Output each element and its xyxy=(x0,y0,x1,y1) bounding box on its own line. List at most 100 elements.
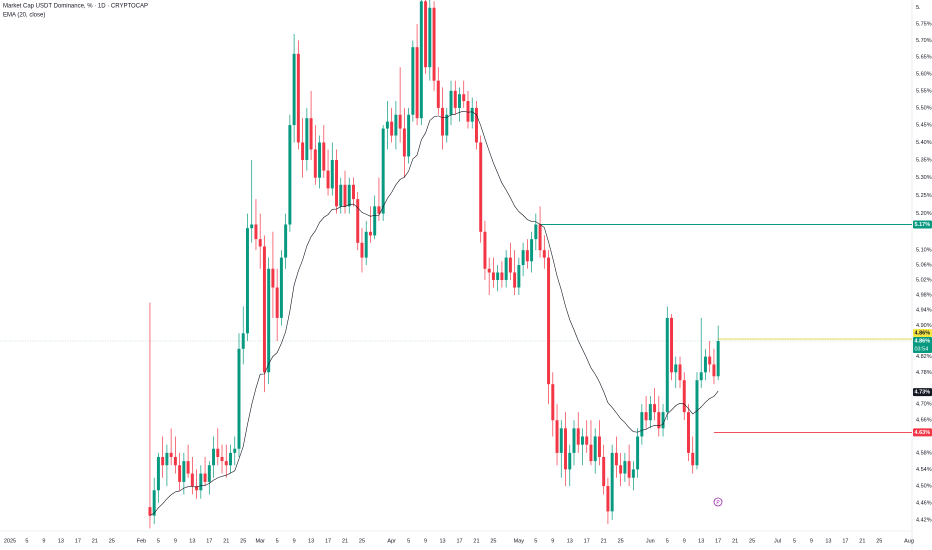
event-icon[interactable] xyxy=(713,497,723,507)
candle-body xyxy=(636,436,640,470)
candle-body xyxy=(695,380,699,466)
candle-body xyxy=(258,239,262,247)
candle-body xyxy=(292,53,296,126)
x-tick-label: 9 xyxy=(424,538,427,544)
y-tick-label: 4.54% xyxy=(916,467,932,473)
candle-body xyxy=(500,272,504,280)
price-tag-countdown: 03:54 xyxy=(915,346,929,352)
candle-body xyxy=(339,184,343,207)
x-tick-label: 9 xyxy=(551,538,554,544)
candle-body xyxy=(466,101,470,122)
candle-body xyxy=(559,428,563,453)
x-tick-label: 13 xyxy=(439,538,445,544)
indicator-label: EMA (20, close) xyxy=(3,13,45,19)
x-tick-label: 5 xyxy=(407,538,410,544)
y-tick-label: 4.90% xyxy=(916,323,932,329)
price-tag xyxy=(913,337,932,354)
x-tick-label: 21 xyxy=(859,538,865,544)
x-tick-label: 13 xyxy=(825,538,831,544)
price-tag-label: 4.63% xyxy=(915,430,931,436)
candle-body xyxy=(699,372,703,381)
candle-body xyxy=(250,224,254,229)
x-tick-label: Feb xyxy=(137,538,146,544)
candle-body xyxy=(275,287,279,318)
candle-body xyxy=(356,199,360,243)
candle-body xyxy=(640,412,644,437)
candle-body xyxy=(576,428,580,445)
x-tick-label: 17 xyxy=(75,538,81,544)
candle-body xyxy=(479,142,483,232)
candle-body xyxy=(190,473,194,487)
chart-title: Market Cap USDT Dominance, % · 1D · CRYP… xyxy=(3,4,148,10)
candle-body xyxy=(648,404,652,421)
candle-body xyxy=(241,333,245,349)
y-tick-label: 5.30% xyxy=(916,175,932,181)
candle-body xyxy=(254,224,258,240)
candle-body xyxy=(564,428,567,470)
candle-body xyxy=(458,94,461,108)
candle-body xyxy=(661,412,665,429)
candle-body xyxy=(441,107,445,136)
x-tick-label: 5 xyxy=(25,538,28,544)
candle-body xyxy=(199,473,203,491)
candle-body xyxy=(703,356,707,373)
y-tick-label: 5.20% xyxy=(916,211,932,217)
event-icon-glyph: P xyxy=(716,500,720,506)
plot-area xyxy=(0,0,912,529)
candle-body xyxy=(245,228,249,334)
candle-body xyxy=(347,184,351,207)
candle-body xyxy=(335,159,339,207)
price-tag-label: 4.86% xyxy=(915,338,931,344)
candle-body xyxy=(542,250,546,258)
y-tick-label: 5.75% xyxy=(916,22,932,28)
candle-body xyxy=(262,246,266,373)
candle-body xyxy=(602,456,606,487)
candle-body xyxy=(623,461,627,474)
x-tick-label: 13 xyxy=(308,538,314,544)
candle-body xyxy=(551,384,555,421)
candle-body xyxy=(589,444,593,462)
candle-body xyxy=(424,1,428,68)
candle-body xyxy=(186,461,190,474)
x-tick-label: 21 xyxy=(601,538,607,544)
x-tick-label: 13 xyxy=(189,538,195,544)
candle-body xyxy=(203,473,207,482)
x-tick-label: 13 xyxy=(567,538,573,544)
candle-body xyxy=(148,507,152,516)
y-tick-label: 5.06% xyxy=(916,262,932,268)
x-tick-label: 9 xyxy=(683,538,686,544)
candle-body xyxy=(271,268,275,288)
candle-body xyxy=(462,94,466,102)
candle-body xyxy=(313,149,317,178)
x-tick-label: 2025 xyxy=(4,538,16,544)
x-tick-label: 13 xyxy=(698,538,704,544)
x-tick-label: 5 xyxy=(534,538,537,544)
price-tag xyxy=(913,329,932,338)
candle-body xyxy=(580,436,584,445)
candle-body xyxy=(407,114,411,157)
y-tick-label: 5.25% xyxy=(916,193,932,199)
y-tick-label: 4.82% xyxy=(916,354,932,360)
candle-body xyxy=(487,268,491,273)
candle-body xyxy=(470,107,474,122)
candle-body xyxy=(364,231,368,258)
x-tick-label: May xyxy=(514,538,525,544)
candle-body xyxy=(568,452,572,470)
candle-body xyxy=(326,170,330,189)
candle-body xyxy=(402,128,406,157)
candle-body xyxy=(224,461,228,466)
candle-body xyxy=(394,114,398,136)
x-tick-label: 17 xyxy=(325,538,331,544)
price-tag-label: 4.73% xyxy=(915,390,931,396)
candle-body xyxy=(343,184,347,207)
x-tick-label: 9 xyxy=(174,538,177,544)
candle-body xyxy=(368,231,372,236)
x-tick-label: Jul xyxy=(774,538,781,544)
candle-body xyxy=(229,452,232,466)
x-tick-label: Mar xyxy=(255,538,265,544)
candle-body xyxy=(411,47,415,115)
candle-body xyxy=(212,448,216,466)
y-tick-label: 4.66% xyxy=(916,418,932,424)
y-tick-label: 5.35% xyxy=(916,157,932,163)
